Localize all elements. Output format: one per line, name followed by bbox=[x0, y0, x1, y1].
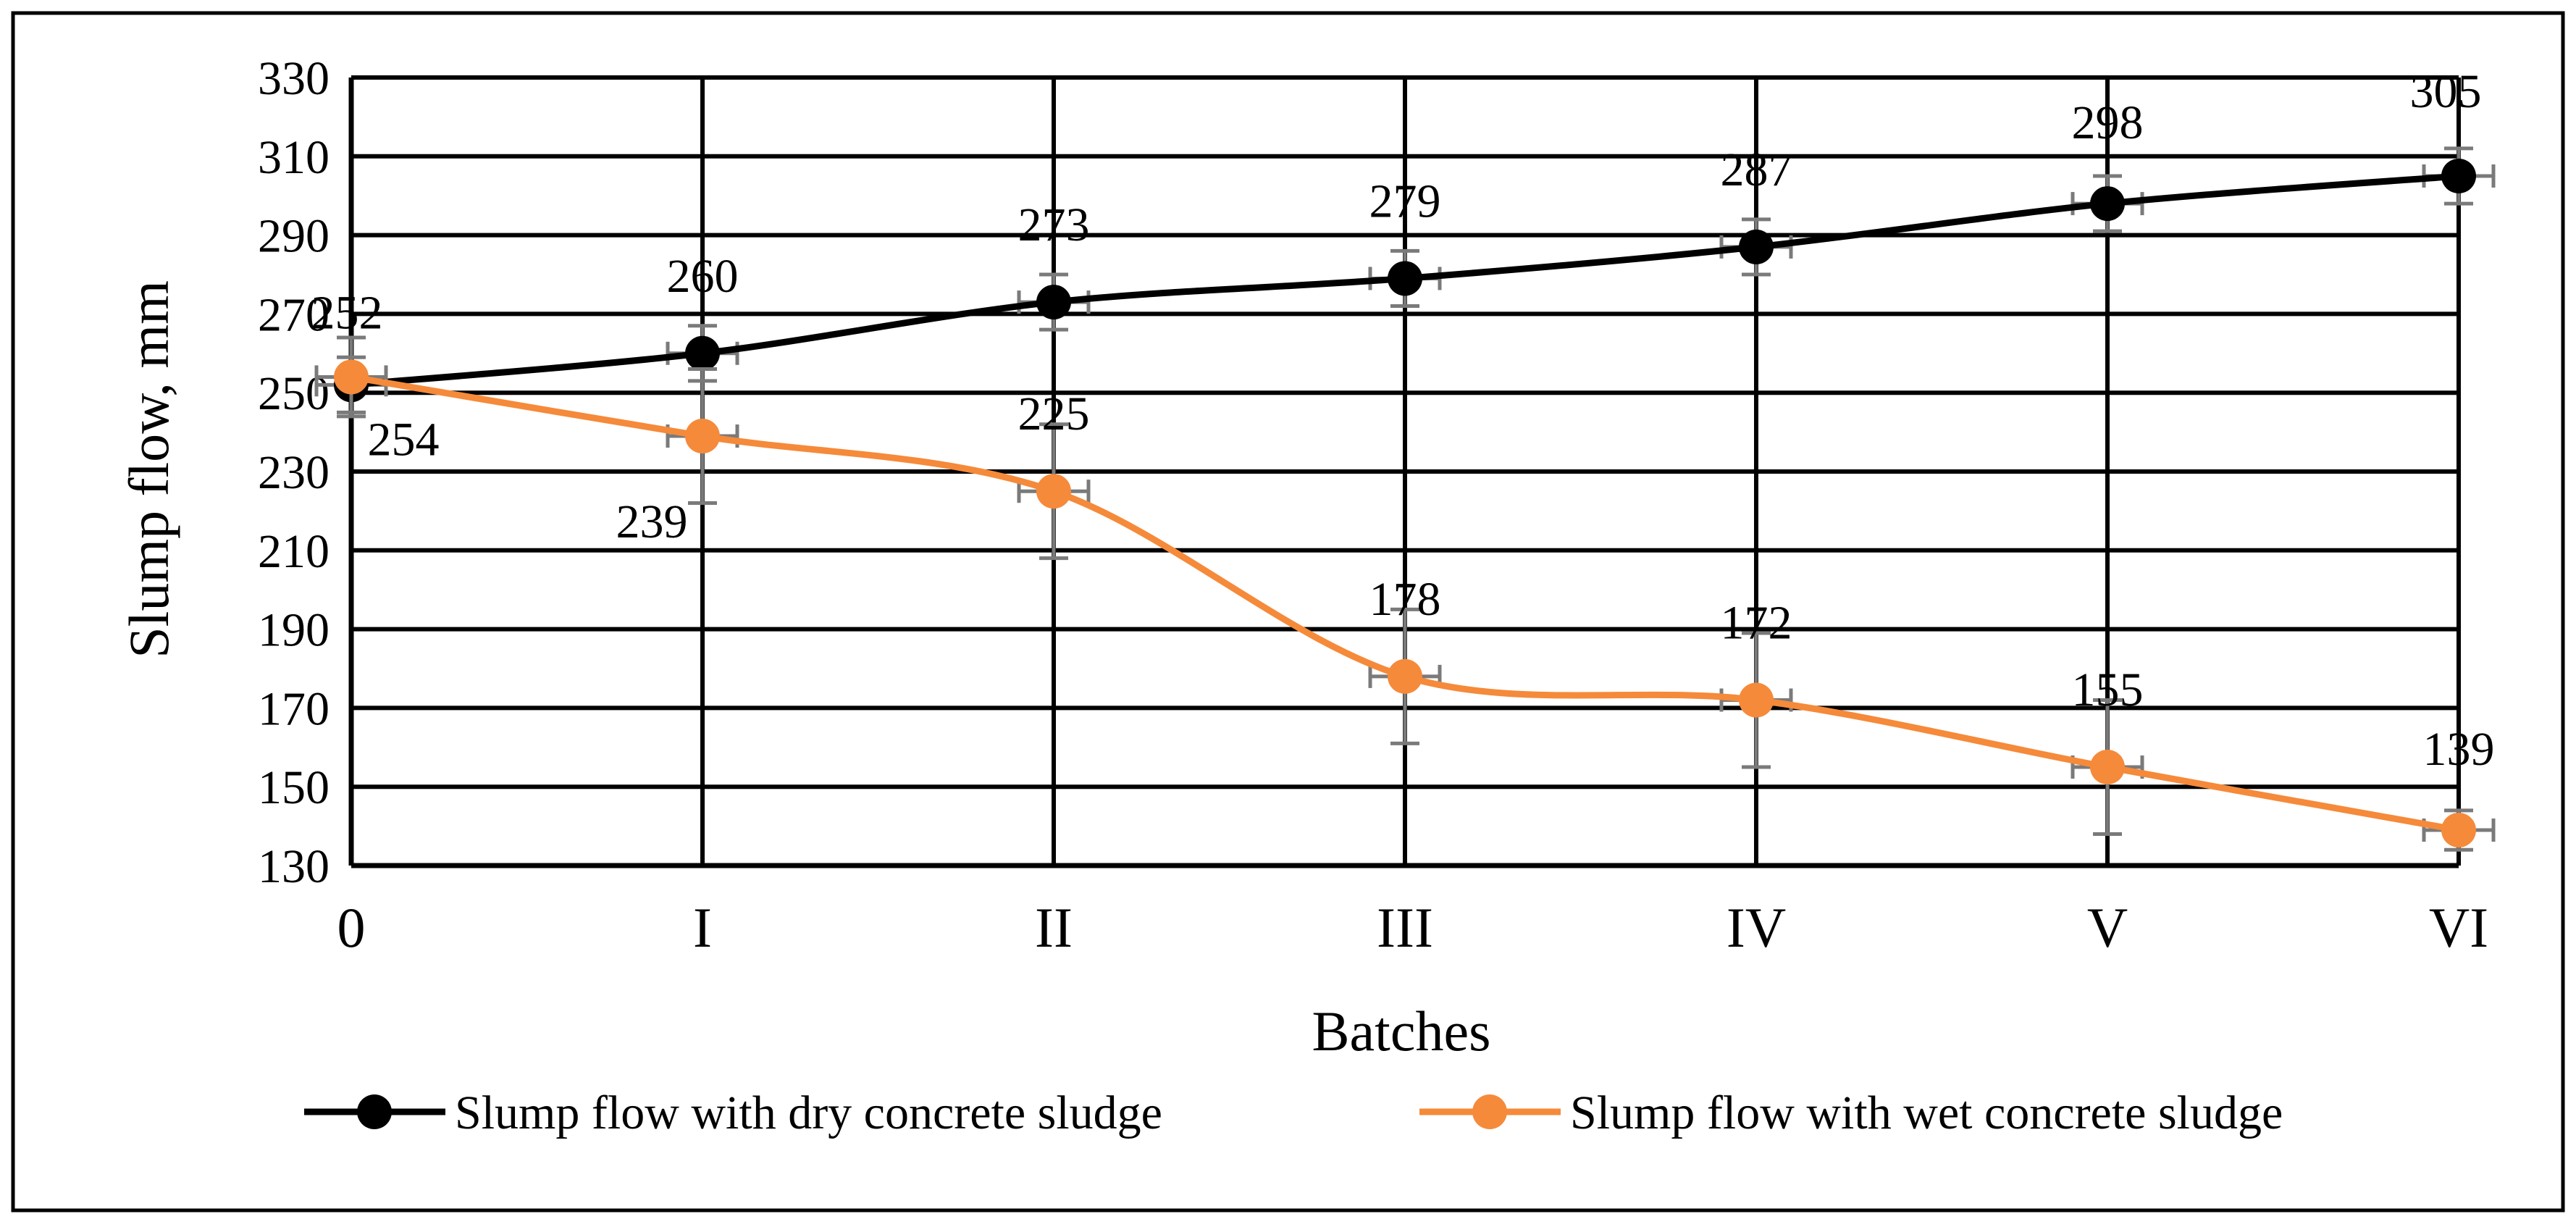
x-tick-label-II: II bbox=[1035, 896, 1073, 959]
data-point bbox=[1388, 261, 1422, 296]
series-wet bbox=[314, 335, 2496, 852]
data-label: 287 bbox=[1721, 143, 1792, 196]
data-point bbox=[334, 359, 369, 395]
data-point bbox=[2441, 813, 2476, 848]
x-tick-label-VI: VI bbox=[2429, 896, 2488, 959]
data-label: 225 bbox=[1018, 388, 1090, 440]
series bbox=[314, 146, 2496, 852]
data-label: 139 bbox=[2423, 723, 2495, 776]
data-label: 254 bbox=[368, 413, 440, 466]
x-axis-title: Batches bbox=[1312, 1000, 1491, 1063]
data-point bbox=[2441, 159, 2476, 193]
legend-label-wet: Slump flow with wet concrete sludge bbox=[1570, 1086, 2283, 1139]
y-tick-label-230: 230 bbox=[258, 446, 330, 499]
x-tick-label-IV: IV bbox=[1727, 896, 1786, 959]
data-label: 155 bbox=[2072, 663, 2144, 716]
y-tick-label-210: 210 bbox=[258, 525, 330, 578]
y-axis-title: Slump flow, mm bbox=[117, 280, 180, 658]
data-label: 239 bbox=[616, 495, 688, 548]
y-tick-label-150: 150 bbox=[258, 761, 330, 814]
data-point bbox=[685, 419, 720, 454]
data-label: 172 bbox=[1721, 597, 1792, 650]
x-tick-label-I: I bbox=[693, 896, 712, 959]
data-label: 279 bbox=[1369, 175, 1441, 227]
x-tick-label-V: V bbox=[2087, 896, 2128, 959]
data-point bbox=[685, 335, 720, 371]
x-tick-label-0: 0 bbox=[337, 896, 366, 959]
data-point bbox=[1739, 682, 1774, 718]
data-point bbox=[1036, 285, 1071, 320]
data-point bbox=[1739, 229, 1774, 264]
chart-outer-border bbox=[11, 11, 2565, 1213]
y-tick-label-170: 170 bbox=[258, 682, 330, 735]
data-labels: 252 260 273 279 287 298 305 254 239 225 178 172 155 1… bbox=[311, 65, 2495, 776]
legend-marker-wet bbox=[1472, 1094, 1507, 1129]
data-label: 273 bbox=[1018, 198, 1090, 251]
legend: Slump flow with dry concrete sludge Slum… bbox=[304, 1086, 2283, 1139]
data-label: 260 bbox=[667, 250, 739, 303]
y-tick-label-290: 290 bbox=[258, 210, 330, 263]
data-point bbox=[2090, 750, 2125, 784]
data-label: 298 bbox=[2072, 96, 2144, 149]
data-label: 305 bbox=[2410, 65, 2482, 118]
y-tick-label-310: 310 bbox=[258, 131, 330, 184]
data-label: 178 bbox=[1369, 573, 1441, 626]
axes bbox=[348, 78, 2459, 868]
y-tick-label-270: 270 bbox=[258, 288, 330, 341]
x-tick-label-III: III bbox=[1377, 896, 1433, 959]
y-tick-label-190: 190 bbox=[258, 604, 330, 657]
x-tick-labels: 0 I II III IV V VI bbox=[337, 896, 2489, 959]
data-point bbox=[1388, 658, 1422, 694]
y-tick-label-330: 330 bbox=[258, 52, 330, 105]
data-point bbox=[1036, 474, 1071, 509]
data-label: 252 bbox=[311, 286, 383, 339]
data-point bbox=[2090, 186, 2125, 222]
legend-marker-dry bbox=[357, 1094, 392, 1129]
y-tick-label-130: 130 bbox=[258, 840, 330, 893]
legend-label-dry: Slump flow with dry concrete sludge bbox=[455, 1086, 1162, 1139]
